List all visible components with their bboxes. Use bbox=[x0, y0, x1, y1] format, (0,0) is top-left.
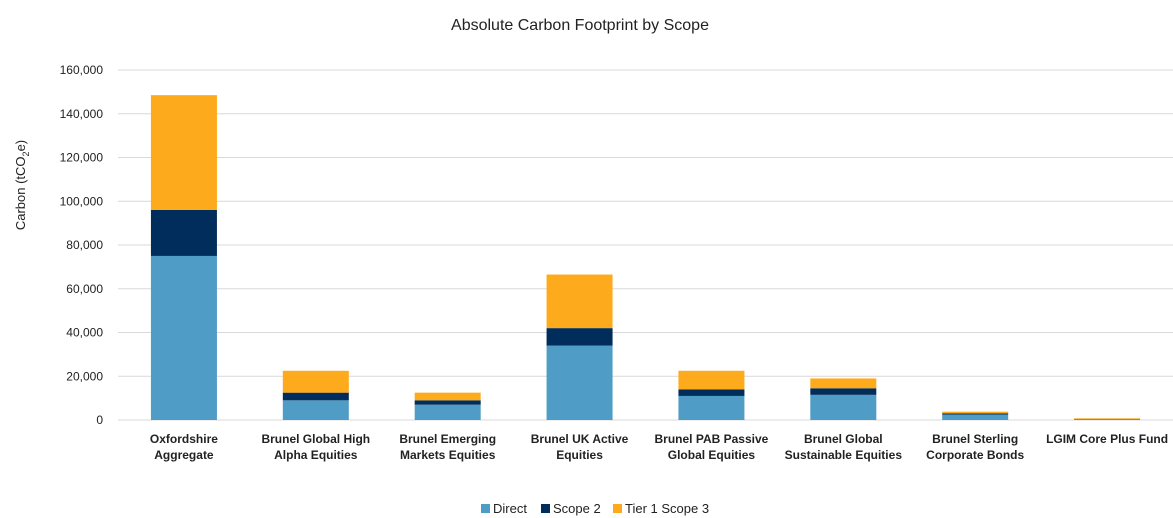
bar-scope-2 bbox=[546, 328, 613, 346]
y-axis-ticks: 0 20,000 40,000 60,000 80,000 100,000 120,000 1… bbox=[60, 63, 104, 427]
x-category-label: Brunel PAB Passive bbox=[655, 432, 769, 446]
bars bbox=[150, 95, 1141, 420]
y-tick-label: 0 bbox=[96, 413, 103, 427]
x-category-label: Brunel Global High bbox=[261, 432, 370, 446]
legend-label: Scope 2 bbox=[553, 501, 601, 516]
bar-tier-1-scope-3 bbox=[414, 392, 481, 401]
x-category-label: Brunel Sterling bbox=[932, 432, 1018, 446]
y-tick-label: 100,000 bbox=[60, 194, 104, 208]
bar-scope-2 bbox=[810, 388, 877, 395]
y-axis-label: Carbon (tCO2e) bbox=[13, 140, 31, 230]
bar-tier-1-scope-3 bbox=[1074, 418, 1141, 419]
bar-direct bbox=[546, 345, 613, 420]
x-category-label: Global Equities bbox=[668, 448, 756, 462]
bar-direct bbox=[150, 255, 217, 420]
bar-tier-1-scope-3 bbox=[150, 95, 217, 210]
y-axis-label-end: e) bbox=[13, 140, 28, 152]
x-category-label: Markets Equities bbox=[400, 448, 496, 462]
grid-lines bbox=[118, 69, 1173, 421]
legend-label: Tier 1 Scope 3 bbox=[625, 501, 709, 516]
bar-scope-2 bbox=[282, 392, 349, 401]
bar-tier-1-scope-3 bbox=[678, 370, 745, 390]
legend-swatch bbox=[541, 504, 550, 513]
bar-tier-1-scope-3 bbox=[282, 370, 349, 393]
bar-direct bbox=[414, 404, 481, 420]
y-axis-label-main: Carbon (tCO bbox=[13, 156, 28, 230]
chart-title: Absolute Carbon Footprint by Scope bbox=[451, 17, 709, 34]
legend-swatch bbox=[613, 504, 622, 513]
y-tick-label: 140,000 bbox=[60, 107, 104, 121]
bar-tier-1-scope-3 bbox=[810, 378, 877, 389]
y-tick-label: 40,000 bbox=[66, 326, 103, 340]
bar-scope-2 bbox=[150, 210, 217, 256]
bar-direct bbox=[282, 400, 349, 420]
y-tick-label: 80,000 bbox=[66, 238, 103, 252]
bar-direct bbox=[678, 395, 745, 420]
bar-direct bbox=[1074, 419, 1141, 420]
y-axis-label-sub: 2 bbox=[21, 151, 31, 156]
x-category-label: Corporate Bonds bbox=[926, 448, 1024, 462]
y-tick-label: 160,000 bbox=[60, 63, 104, 77]
x-category-label: Brunel UK Active bbox=[531, 432, 629, 446]
x-category-label: LGIM Core Plus Fund bbox=[1046, 432, 1168, 446]
legend-swatch bbox=[481, 504, 490, 513]
bar-scope-2 bbox=[678, 389, 745, 396]
x-category-label: Sustainable Equities bbox=[785, 448, 903, 462]
y-tick-label: 60,000 bbox=[66, 282, 103, 296]
legend: Direct Scope 2 Tier 1 Scope 3 bbox=[481, 501, 709, 516]
x-category-label: Aggregate bbox=[154, 448, 214, 462]
bar-direct bbox=[810, 394, 877, 420]
bar-scope-2 bbox=[414, 400, 481, 405]
x-category-label: Equities bbox=[556, 448, 603, 462]
legend-label: Direct bbox=[493, 501, 527, 516]
x-category-label: Alpha Equities bbox=[274, 448, 358, 462]
x-category-label: Brunel Global bbox=[804, 432, 883, 446]
bar-tier-1-scope-3 bbox=[942, 411, 1009, 414]
bar-scope-2 bbox=[942, 413, 1009, 415]
x-category-label: Oxfordshire bbox=[150, 432, 218, 446]
bar-direct bbox=[942, 414, 1009, 420]
y-tick-label: 20,000 bbox=[66, 369, 103, 383]
x-category-label: Brunel Emerging bbox=[399, 432, 496, 446]
y-tick-label: 120,000 bbox=[60, 151, 104, 165]
bar-tier-1-scope-3 bbox=[546, 274, 613, 329]
category-labels: Oxfordshire Aggregate Brunel Global High Al… bbox=[150, 432, 1168, 462]
